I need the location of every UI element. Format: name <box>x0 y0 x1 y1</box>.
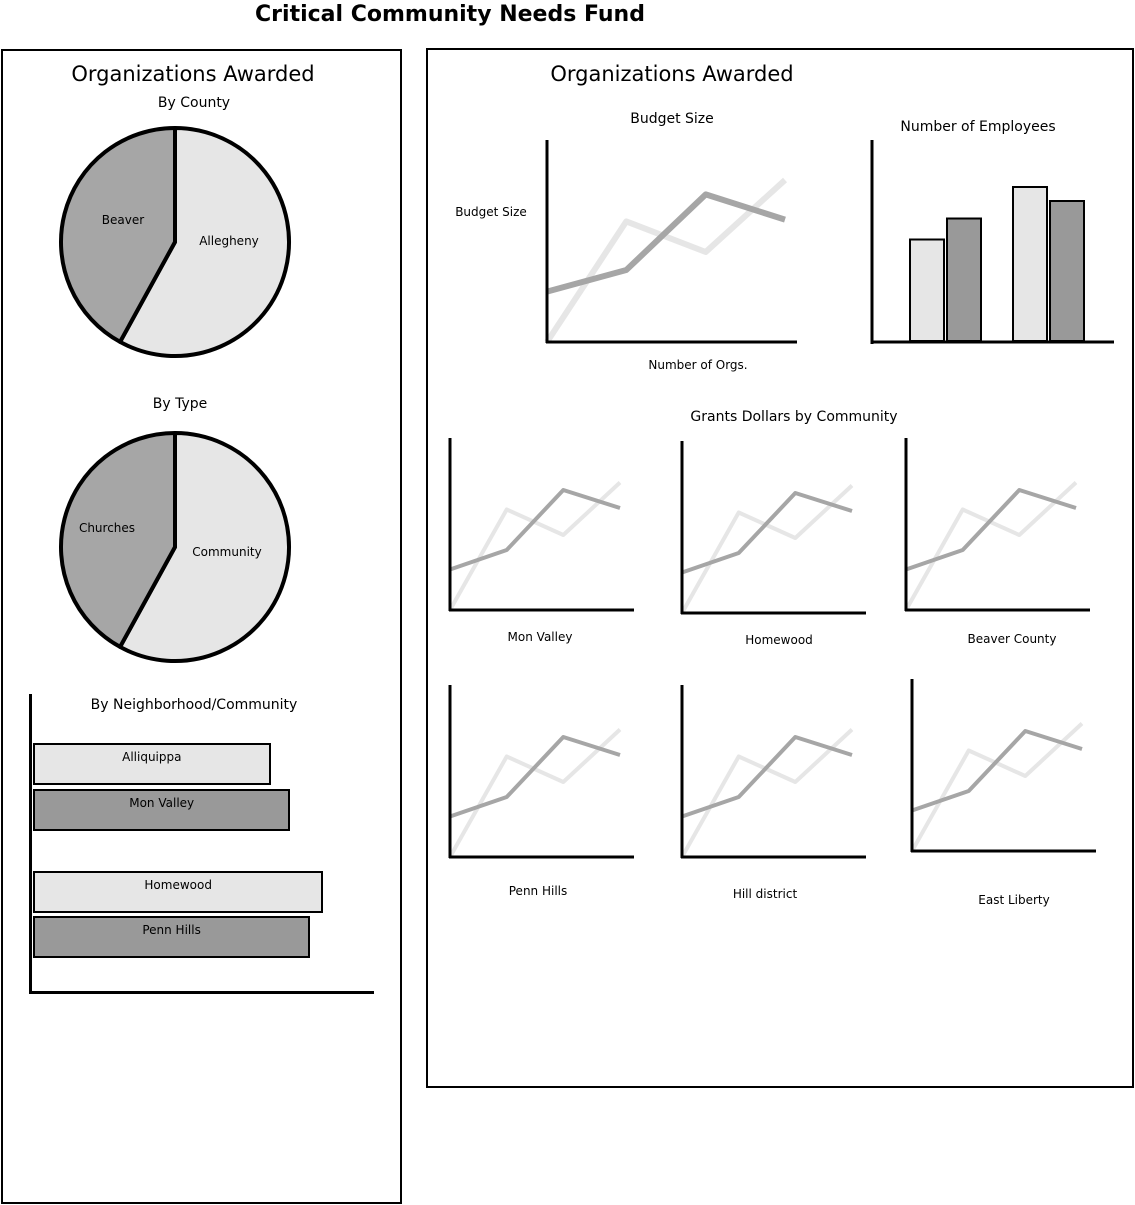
bar-label-penn-hills: Penn Hills <box>142 923 201 937</box>
grants-series-dark <box>681 491 853 575</box>
grants-label-east-liberty: East Liberty <box>978 893 1050 907</box>
grants-label-beaver-county: Beaver County <box>967 632 1057 646</box>
by-neighborhood-x-axis <box>29 991 374 994</box>
bar-label-mon-valley: Mon Valley <box>129 796 195 810</box>
employees-bar-group2-light <box>1012 186 1048 342</box>
grants-label-homewood: Homewood <box>745 633 813 647</box>
budget-size-xlabel: Number of Orgs. <box>648 358 748 372</box>
budget-series-dark <box>546 191 786 295</box>
by-county-title: By County <box>157 95 231 111</box>
grants-title: Grants Dollars by Community <box>690 409 898 425</box>
by-type-pie-chart: Community Churches <box>59 431 291 663</box>
pie-label-beaver: Beaver <box>102 213 144 227</box>
by-neighborhood-title: By Neighborhood/Community <box>90 697 298 713</box>
pie-label-community: Community <box>192 545 261 559</box>
bar-label-alliquippa: Alliquippa <box>122 750 182 764</box>
by-neighborhood-y-axis <box>29 694 32 994</box>
bar-penn-hills: Penn Hills <box>33 916 311 958</box>
grants-series-dark <box>905 488 1077 572</box>
by-type-title: By Type <box>152 396 208 412</box>
grants-series-dark <box>449 735 621 819</box>
page-title: Critical Community Needs Fund <box>255 2 645 27</box>
grants-chart-mon-valley <box>448 438 634 612</box>
grants-chart-beaver-county <box>904 438 1090 612</box>
pie-slice-beaver <box>59 126 177 344</box>
by-county-pie-chart: Allegheny Beaver <box>59 126 291 358</box>
bar-alliquippa: Alliquippa <box>33 743 271 785</box>
pie-label-churches: Churches <box>79 521 135 535</box>
grants-series-dark <box>681 735 853 819</box>
budget-size-title: Budget Size <box>630 111 714 127</box>
budget-size-ylabel: Budget Size <box>455 205 527 219</box>
pie-label-allegheny: Allegheny <box>199 234 259 248</box>
employees-title: Number of Employees <box>900 119 1056 135</box>
pie-slice-churches <box>59 431 177 649</box>
pie-slice-community <box>118 431 291 663</box>
grants-series-dark <box>911 729 1083 813</box>
budget-series-light <box>544 177 788 344</box>
grants-label-mon-valley: Mon Valley <box>507 630 573 644</box>
bar-mon-valley: Mon Valley <box>33 789 291 831</box>
employees-bar-group1-light <box>909 238 945 342</box>
budget-size-line-chart <box>544 140 797 344</box>
employees-bar-group2-dark <box>1049 200 1085 342</box>
grants-label-hill-district: Hill district <box>732 887 798 901</box>
grants-chart-homewood <box>680 441 866 615</box>
bar-homewood: Homewood <box>33 871 324 913</box>
bar-label-homewood: Homewood <box>144 878 212 892</box>
grants-chart-penn-hills <box>448 685 634 859</box>
grants-series-dark <box>449 488 621 572</box>
number-of-employees-bar-chart <box>870 140 1114 344</box>
grants-chart-east-liberty <box>910 679 1096 853</box>
grants-chart-hill-district <box>680 685 866 859</box>
right-panel-heading: Organizations Awarded <box>550 62 794 86</box>
pie-slice-allegheny <box>118 126 291 358</box>
grants-label-penn-hills: Penn Hills <box>508 884 568 898</box>
employees-bar-group1-dark <box>946 217 982 342</box>
left-panel-heading: Organizations Awarded <box>71 62 315 86</box>
